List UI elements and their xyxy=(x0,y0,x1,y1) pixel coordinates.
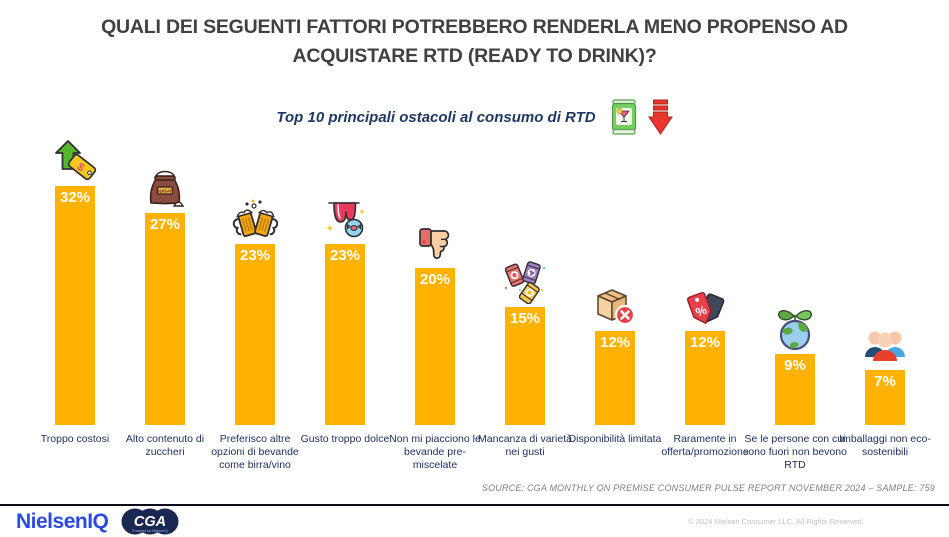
category-label: Preferisco altre opzioni di bevande come… xyxy=(211,433,299,471)
bar-column: 15% xyxy=(480,139,570,425)
page-title-line-1: QUALI DEI SEGUENTI FATTORI POTREBBERO RE… xyxy=(101,16,848,38)
bar-column: $ 32% xyxy=(30,139,120,425)
bar: 9% xyxy=(775,354,815,425)
svg-text:%: % xyxy=(694,303,709,320)
bar-chart: $ 32% SUGAR 27% 23% 23% 20% xyxy=(30,139,930,425)
beer-mugs-icon xyxy=(232,197,279,241)
category-label: Alto contenuto di zuccheri xyxy=(125,433,205,458)
chart-subtitle: Top 10 principali ostacoli al consumo di… xyxy=(276,108,596,126)
bar: 32% xyxy=(55,186,95,425)
bar-column: 23% xyxy=(210,139,300,425)
bar: 12% xyxy=(595,331,635,425)
page-title: QUALI DEI SEGUENTI FATTORI POTREBBERO RE… xyxy=(0,0,949,71)
rtd-can-icon xyxy=(610,99,638,135)
bar: 12% xyxy=(685,331,725,425)
bar: 23% xyxy=(325,244,365,425)
source-note: SOURCE: CGA MONTHLY ON PREMISE CONSUMER … xyxy=(481,483,935,493)
bar-column: 7% xyxy=(840,139,930,425)
bar: 27% xyxy=(145,213,185,425)
bar-value-label: 12% xyxy=(689,334,721,351)
category-label: Non mi piacciono le bevande pre-miscelat… xyxy=(389,433,481,471)
eco-globe-icon xyxy=(772,307,818,351)
flavor-packets-icon xyxy=(502,260,548,305)
cga-logo-text: CGA xyxy=(134,514,166,530)
cga-logo-tagline: Powered by NielsenIQ xyxy=(132,529,168,533)
bar: 7% xyxy=(865,370,905,425)
category-label: Raramente in offerta/promozione xyxy=(661,433,749,458)
cga-logo: CGA Powered by NielsenIQ xyxy=(121,508,179,535)
discount-tags-icon: % xyxy=(682,284,728,328)
bar: 20% xyxy=(415,268,455,425)
down-arrow-icon xyxy=(647,99,673,135)
svg-text:SUGAR: SUGAR xyxy=(156,189,174,195)
bar-value-label: 32% xyxy=(59,189,91,206)
sweet-tongue-icon xyxy=(322,197,368,241)
bar-column: 23% xyxy=(300,139,390,425)
price-increase-icon: $ xyxy=(52,139,98,183)
category-label: Se le persone con cui sono fuori non bev… xyxy=(743,433,847,471)
bar-column: % 12% xyxy=(660,139,750,425)
category-label: Disponibilità limitata xyxy=(568,433,662,445)
chart-subtitle-row: Top 10 principali ostacoli al consumo di… xyxy=(0,95,949,139)
bar-column: 20% xyxy=(390,139,480,425)
bar-value-label: 15% xyxy=(509,310,541,327)
nielseniq-logo: NielsenIQ xyxy=(16,509,109,533)
bar: 15% xyxy=(505,307,545,425)
people-group-icon xyxy=(862,323,908,367)
page-title-line-2: ACQUISTARE RTD (READY TO DRINK)? xyxy=(292,45,657,67)
bar-value-label: 7% xyxy=(874,373,896,390)
bar: 23% xyxy=(235,244,275,425)
category-label: Mancanza di varietà nei gusti xyxy=(478,433,572,458)
bar-value-label: 23% xyxy=(329,247,361,264)
unavailable-box-icon xyxy=(592,284,638,328)
bar-value-label: 27% xyxy=(149,216,181,233)
sugar-sack-icon: SUGAR xyxy=(142,166,188,210)
copyright-text: © 2024 Nielsen Consumer LLC. All Rights … xyxy=(688,517,864,526)
bar-column: 9% xyxy=(750,139,840,425)
bar-column: SUGAR 27% xyxy=(120,139,210,425)
bar-column: 12% xyxy=(570,139,660,425)
bar-value-label: 20% xyxy=(419,271,451,288)
thumbs-down-icon xyxy=(412,221,458,265)
bar-value-label: 9% xyxy=(784,357,806,374)
bar-value-label: 23% xyxy=(239,247,271,264)
category-label: Troppo costosi xyxy=(40,433,110,445)
category-label: Imballaggi non eco-sostenibili xyxy=(839,433,931,458)
bar-value-label: 12% xyxy=(599,334,631,351)
footer: NielsenIQ CGA Powered by NielsenIQ © 202… xyxy=(0,504,949,537)
category-label: Gusto troppo dolce xyxy=(300,433,390,445)
category-axis: Troppo costosi Alto contenuto di zuccheri… xyxy=(30,425,931,472)
